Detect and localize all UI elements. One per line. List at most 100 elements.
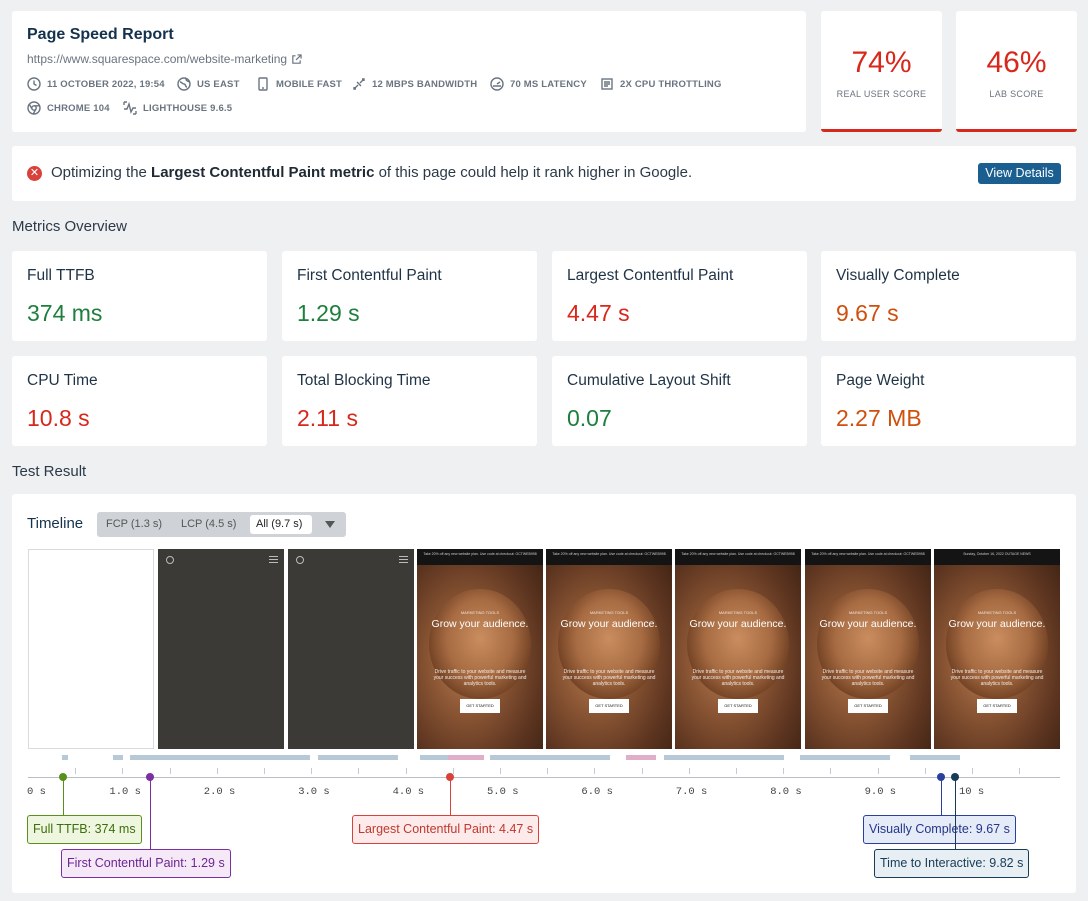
marker-label[interactable]: Visually Complete: 9.67 s	[863, 815, 1016, 844]
real-user-score-value: 74%	[851, 46, 912, 79]
axis-tick	[500, 768, 501, 774]
axis-tick-label: 6.0 s	[581, 786, 613, 798]
request-strip	[800, 755, 890, 760]
metric-value: 0.07	[567, 405, 612, 431]
axis-tick	[122, 768, 124, 774]
axis-tick-label: 7.0 s	[675, 786, 708, 798]
axis-tick-label: 4.0 s	[392, 786, 425, 798]
metric-visually-complete[interactable]: Visually Complete 9.67 s	[821, 251, 1076, 341]
marker-dot[interactable]	[936, 773, 945, 781]
meta-browser: CHROME 104	[27, 101, 110, 115]
metric-value: 2.11 s	[297, 405, 358, 431]
axis-tick	[688, 768, 690, 774]
filmstrip-frame[interactable]	[28, 549, 154, 749]
filmstrip-frame[interactable]: Take 20% off any new website plan. Use c…	[417, 549, 543, 749]
axis-tick	[783, 768, 785, 774]
chrome-icon	[27, 101, 41, 115]
metric-value: 9.67 s	[836, 300, 899, 326]
filmstrip-frame[interactable]	[288, 549, 414, 749]
clock-icon	[27, 77, 41, 91]
lab-score-card[interactable]: 46% LAB SCORE	[956, 11, 1077, 132]
option-lcp[interactable]: LCP (4.5 s)	[181, 518, 237, 530]
axis-tick	[75, 768, 77, 774]
bandwidth-icon	[353, 78, 365, 90]
marker-label[interactable]: Largest Contentful Paint: 4.47 s	[352, 815, 540, 844]
filmstrip-frame[interactable]	[158, 549, 284, 749]
axis-tick	[216, 768, 218, 774]
axis-tick-label: 5.0 s	[487, 786, 519, 798]
axis-tick	[594, 768, 596, 774]
axis-tick	[358, 768, 360, 774]
marker-line	[449, 777, 451, 815]
view-details-button[interactable]: View Details	[978, 163, 1061, 184]
marker-dot[interactable]	[951, 773, 959, 781]
meta-cpu: 2X CPU THROTTLING	[600, 77, 722, 91]
marker-label[interactable]: Full TTFB: 374 ms	[27, 815, 142, 844]
marker-line	[955, 777, 956, 849]
axis-tick	[311, 768, 313, 774]
metric-value: 2.27 MB	[836, 405, 922, 431]
axis-tick	[972, 768, 973, 774]
tested-url[interactable]: https://www.squarespace.com/website-mark…	[27, 52, 302, 66]
test-result-heading: Test Result	[12, 463, 87, 480]
filmstrip-frame[interactable]: Take 20% off any new website plan. Use c…	[675, 549, 801, 749]
url-text[interactable]: https://www.squarespace.com/website-mark…	[27, 52, 288, 66]
external-link-icon[interactable]	[291, 53, 302, 65]
metric-lcp[interactable]: Largest Contentful Paint 4.47 s	[552, 251, 807, 341]
axis-tick	[641, 768, 643, 774]
axis-tick	[877, 768, 879, 774]
chevron-down-icon[interactable]	[325, 521, 335, 528]
request-strip	[318, 755, 398, 760]
page-title: Page Speed Report	[27, 26, 174, 43]
filmstrip-frame[interactable]: Take 20% off any new website plan. Use c…	[546, 549, 672, 749]
option-all[interactable]: All (9.7 s)	[250, 515, 312, 534]
axis-tick-label: 9.0 s	[864, 786, 897, 798]
error-icon: ✕	[27, 166, 42, 181]
request-strip	[490, 755, 610, 760]
marker-dot[interactable]	[59, 773, 68, 781]
lab-score-value: 46%	[986, 46, 1047, 79]
cpu-icon	[601, 78, 613, 90]
marker-label[interactable]: Time to Interactive: 9.82 s	[874, 849, 1030, 878]
report-header: Page Speed Report https://www.squarespac…	[12, 11, 806, 132]
metrics-overview-heading: Metrics Overview	[12, 218, 128, 235]
filmstrip-frame[interactable]: Take 20% off any new website plan. Use c…	[805, 549, 931, 749]
recommendation-banner: ✕ Optimizing the Largest Contentful Pain…	[12, 146, 1076, 201]
meta-location: US EAST	[177, 77, 240, 91]
axis-tick	[830, 768, 832, 774]
metric-cpu-time[interactable]: CPU Time 10.8 s	[12, 356, 267, 446]
axis-tick	[736, 768, 737, 774]
logo-icon	[296, 556, 304, 564]
axis-tick-label: 0 s	[27, 786, 46, 798]
metric-value: 374 ms	[27, 300, 103, 326]
axis-tick-label: 3.0 s	[298, 786, 330, 798]
real-user-score-label: REAL USER SCORE	[836, 89, 927, 99]
marker-line	[63, 777, 65, 815]
real-user-score-card[interactable]: 74% REAL USER SCORE	[821, 11, 942, 132]
marker-label[interactable]: First Contentful Paint: 1.29 s	[61, 849, 231, 878]
request-strip	[910, 755, 960, 760]
metric-full-ttfb[interactable]: Full TTFB 374 ms	[12, 251, 267, 341]
marker-dot[interactable]	[145, 773, 154, 781]
axis-tick	[547, 768, 549, 774]
meta-latency: 70 MS LATENCY	[490, 77, 587, 91]
request-strip	[62, 755, 68, 760]
axis-tick	[169, 768, 171, 774]
lab-score-label: LAB SCORE	[989, 89, 1044, 99]
request-strip	[113, 755, 123, 760]
axis-tick-label: 8.0 s	[770, 786, 802, 798]
filmstrip-frame[interactable]: Sunday, October 16, 2022 OUTAGE NEWS MAR…	[934, 549, 1060, 749]
metric-value: 4.47 s	[567, 300, 630, 326]
marker-line	[940, 777, 942, 815]
timeline-range-selector[interactable]: FCP (1.3 s) LCP (4.5 s) All (9.7 s)	[97, 512, 346, 537]
option-fcp[interactable]: FCP (1.3 s)	[106, 518, 163, 530]
axis-tick	[405, 768, 407, 774]
logo-icon	[166, 556, 174, 564]
marker-dot[interactable]	[445, 773, 454, 781]
metric-cls[interactable]: Cumulative Layout Shift 0.07	[552, 356, 807, 446]
axis-tick	[264, 768, 265, 774]
metric-tbt[interactable]: Total Blocking Time 2.11 s	[282, 356, 537, 446]
request-strip	[626, 755, 656, 760]
metric-page-weight[interactable]: Page Weight 2.27 MB	[821, 356, 1076, 446]
metric-fcp[interactable]: First Contentful Paint 1.29 s	[282, 251, 537, 341]
